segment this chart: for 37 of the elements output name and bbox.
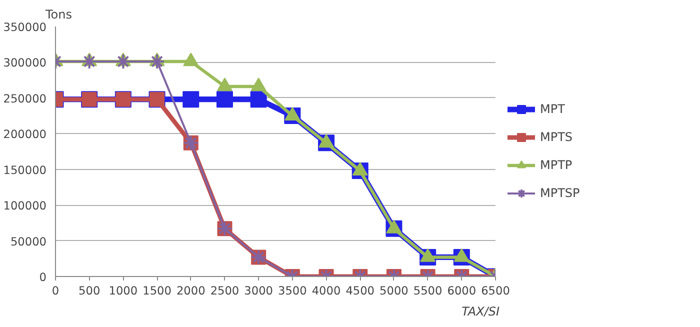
y-tick-label: 200000 [3, 127, 47, 142]
y-tick-label: 300000 [3, 56, 47, 70]
x-tick-label: 4000 [312, 284, 341, 298]
point [182, 91, 200, 108]
point [386, 220, 402, 234]
point [318, 134, 334, 148]
legend-label: MPT [540, 102, 565, 116]
point [216, 91, 233, 108]
y-tick-label: 50000 [10, 234, 47, 248]
x-tick-label: 5000 [380, 284, 408, 298]
x-tick-label: 2500 [210, 284, 240, 298]
x-tick-label: 5500 [413, 284, 442, 298]
y-axis-title: Tons [44, 8, 72, 22]
point [352, 162, 368, 176]
x-axis-title: TAX/SI [462, 304, 500, 318]
y-tick-label: 100000 [3, 198, 47, 213]
x-tick-label: 500 [78, 284, 100, 298]
x-tick-label: 3500 [278, 284, 307, 298]
point [149, 54, 166, 70]
x-tick-label: 3000 [244, 284, 274, 298]
y-tick-label: 350000 [3, 20, 47, 34]
y-tick-label: 0 [39, 270, 47, 284]
x-tick-label: 2000 [176, 284, 206, 298]
legend-label: MPTSP [540, 186, 580, 200]
point [454, 248, 470, 262]
legend-label: MPTS [540, 130, 573, 144]
x-tick-label: 1000 [108, 284, 138, 298]
x-tick-label: 1500 [142, 284, 172, 298]
point [250, 91, 267, 108]
x-tick-label: 4500 [346, 284, 375, 298]
x-tick-label: 0 [52, 284, 60, 298]
y-tick-label: 250000 [3, 91, 47, 106]
x-tick-label: 6000 [447, 284, 476, 298]
x-tick-label: 6500 [481, 284, 510, 298]
point [420, 248, 436, 262]
legend-label: MPTP [540, 158, 572, 172]
y-tick-label: 150000 [3, 162, 47, 177]
